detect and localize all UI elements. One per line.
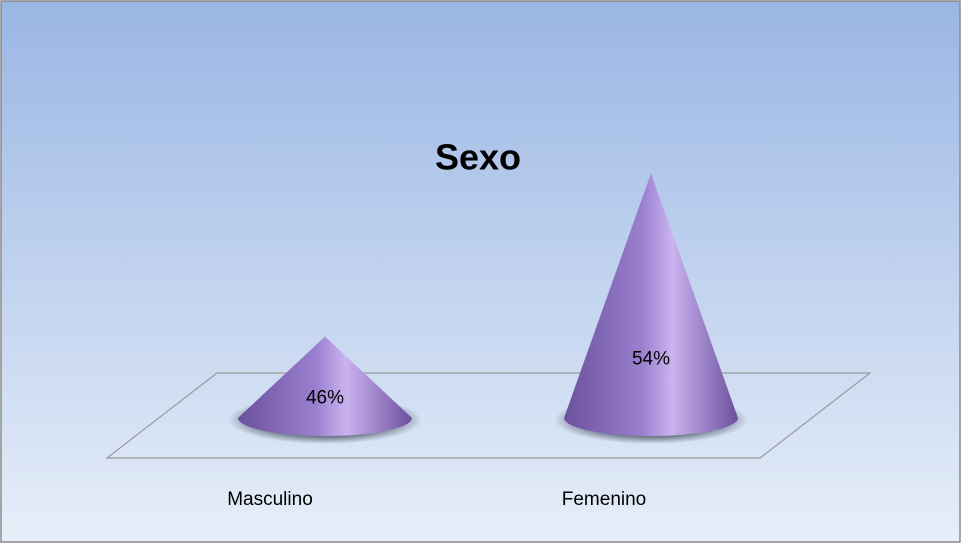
floor bbox=[105, 372, 872, 459]
x-tick-label: Femenino bbox=[562, 489, 647, 510]
data-label: 54% bbox=[632, 348, 670, 369]
x-tick-label: Masculino bbox=[227, 489, 313, 510]
chart-title: Sexo bbox=[435, 137, 521, 178]
cone bbox=[238, 336, 412, 436]
cone bbox=[564, 173, 738, 436]
data-label: 46% bbox=[306, 387, 344, 408]
